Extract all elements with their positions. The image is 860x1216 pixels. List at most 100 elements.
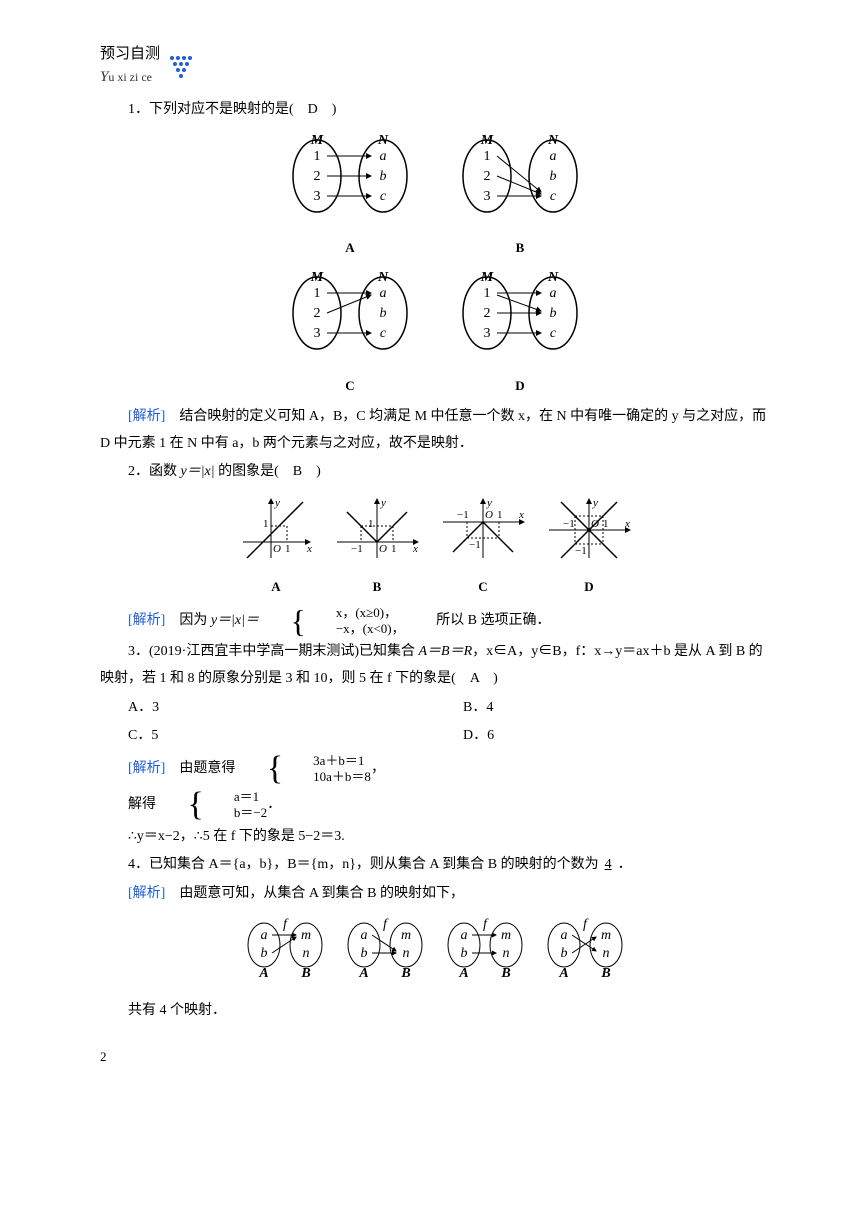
header-title: 预习自测 [100,46,160,62]
svg-text:3: 3 [314,189,321,204]
section-header: 预习自测 Yu xi zi ce [100,40,770,91]
q2-stem: 2．函数 y＝|x| 的图象是( B ) [100,459,770,486]
svg-text:O: O [273,543,281,555]
svg-text:a: a [380,286,387,301]
svg-text:N: N [377,271,389,285]
q2-fig-D: −1O1 −1 xy D [545,496,633,599]
q3-expl-1: [解析] 由题意得 {3a＋b＝110a＋b＝8， [100,752,770,786]
svg-text:M: M [310,271,324,285]
page-number: 2 [100,1045,770,1070]
svg-text:b: b [361,946,368,961]
svg-text:N: N [547,134,559,148]
svg-text:a: a [550,149,557,164]
q3-stem: 3．(2019·江西宜丰中学高一期末测试)已知集合 A＝B＝R，x∈A，y∈B，… [100,639,770,692]
svg-text:y: y [486,497,492,509]
q2-fig-C: −1O1 −1 xy C [439,496,527,599]
svg-text:c: c [380,189,387,204]
svg-text:1: 1 [497,509,503,521]
q3-options-row1: A．3 B．4 [100,695,770,722]
q1-fig-A: M N 123 abc A [285,134,415,261]
svg-text:N: N [377,134,389,148]
expl-label: [解析] [128,409,165,424]
svg-text:−1: −1 [469,539,481,551]
svg-text:−1: −1 [575,545,587,557]
q4-map-2: ab mn f A B [342,917,428,992]
svg-text:m: m [401,928,411,943]
svg-text:A: A [558,966,568,981]
svg-text:y: y [380,497,386,509]
q3-expl-2: 解得 {a＝1b＝−2． [100,788,770,822]
svg-text:B: B [400,966,410,981]
q3-optD: D．6 [435,723,770,750]
svg-text:B: B [600,966,610,981]
q2-answer: B [293,464,302,479]
svg-text:f: f [283,917,289,932]
svg-text:n: n [403,946,410,961]
svg-text:m: m [601,928,611,943]
svg-text:b: b [380,169,387,184]
svg-text:1: 1 [285,543,291,555]
svg-text:n: n [303,946,310,961]
svg-text:m: m [301,928,311,943]
svg-text:b: b [261,946,268,961]
svg-text:2: 2 [314,306,321,321]
svg-text:y: y [274,497,280,509]
svg-text:−1: −1 [563,518,575,530]
svg-text:1: 1 [484,149,491,164]
svg-text:A: A [258,966,268,981]
svg-text:B: B [500,966,510,981]
svg-text:A: A [458,966,468,981]
q4-map-1: ab mn f A B [242,917,328,992]
svg-text:3: 3 [484,189,491,204]
q3-optA: A．3 [100,695,435,722]
svg-text:A: A [358,966,368,981]
svg-text:f: f [583,917,589,932]
svg-text:1: 1 [603,518,609,530]
svg-text:b: b [550,306,557,321]
svg-text:b: b [461,946,468,961]
triangle-dots-icon [168,54,196,78]
svg-text:n: n [603,946,610,961]
svg-text:x: x [412,543,418,555]
svg-text:M: M [480,271,494,285]
svg-text:b: b [380,306,387,321]
svg-text:O: O [591,518,599,530]
q3-expl-3: ∴y＝x−2，∴5 在 f 下的象是 5−2＝3. [100,824,770,851]
svg-text:1: 1 [314,149,321,164]
svg-text:M: M [480,134,494,148]
q4-stem: 4．已知集合 A＝{a，b}，B＝{m，n}，则从集合 A 到集合 B 的映射的… [100,852,770,879]
svg-text:c: c [550,326,557,341]
q3-optB: B．4 [435,695,770,722]
q1-stem: 1．下列对应不是映射的是( D ) [100,97,770,124]
svg-text:b: b [550,169,557,184]
q1-answer: D [308,102,318,117]
svg-text:n: n [503,946,510,961]
q1-figs-row2: M N 123 abc C M N 123 abc D [100,271,770,398]
svg-text:a: a [550,286,557,301]
svg-text:M: M [310,134,324,148]
q4-end: 共有 4 个映射． [100,998,770,1025]
svg-text:f: f [483,917,489,932]
svg-text:2: 2 [314,169,321,184]
svg-text:−1: −1 [457,509,469,521]
svg-text:−1: −1 [351,543,363,555]
q2-figs: 1 O1 xy A −1O1 1 xy B [100,496,770,599]
svg-text:O: O [379,543,387,555]
q3-optC: C．5 [100,723,435,750]
svg-text:a: a [380,149,387,164]
q4-map-4: ab mn f A B [542,917,628,992]
q1-figs-row1: M N 123 abc A M N 123 abc B [100,134,770,261]
svg-text:x: x [306,543,312,555]
svg-text:3: 3 [484,326,491,341]
svg-text:f: f [383,917,389,932]
svg-text:x: x [518,509,524,521]
svg-text:m: m [501,928,511,943]
q2-fig-A: 1 O1 xy A [237,496,315,599]
q1-fig-C: M N 123 abc C [285,271,415,398]
q2-fig-B: −1O1 1 xy B [333,496,421,599]
svg-text:1: 1 [263,518,269,530]
q1-explanation: [解析] 结合映射的定义可知 A，B，C 均满足 M 中任意一个数 x，在 N … [100,404,770,457]
q4-expl-1: [解析] 由题意可知，从集合 A 到集合 B 的映射如下， [100,881,770,908]
svg-text:2: 2 [484,306,491,321]
svg-text:a: a [561,928,568,943]
